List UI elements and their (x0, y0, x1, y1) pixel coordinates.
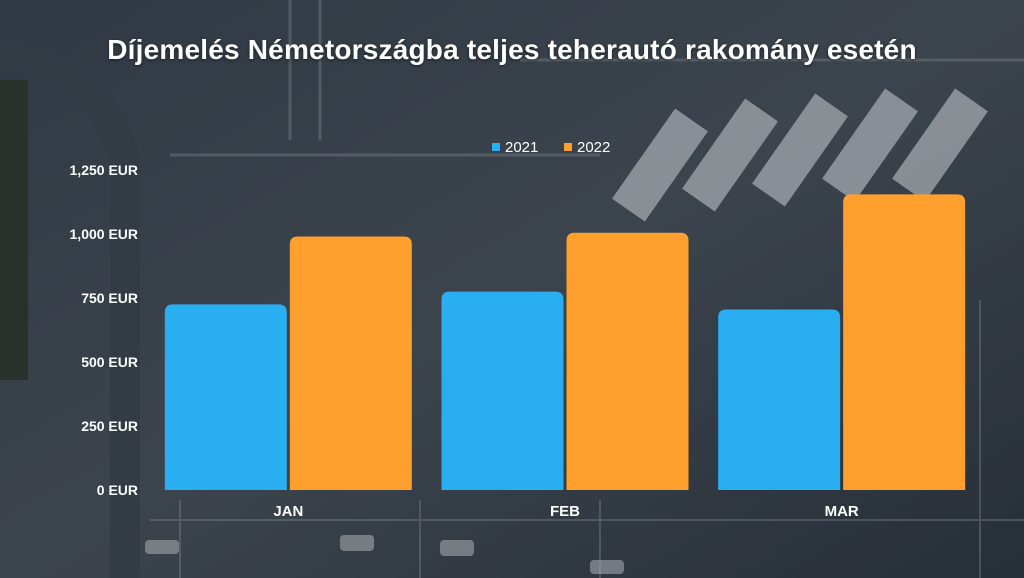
x-tick-label: JAN (273, 503, 303, 520)
legend: 2021 2022 (492, 139, 610, 156)
legend-label-2021: 2021 (505, 139, 538, 156)
y-tick-label: 1,000 EUR (70, 226, 138, 242)
legend-label-2022: 2022 (577, 139, 610, 156)
x-tick-label: FEB (550, 503, 580, 520)
y-tick-label: 0 EUR (97, 482, 138, 498)
bar-2021-jan (164, 304, 287, 490)
bar-2021-mar (718, 309, 841, 490)
y-tick-label: 500 EUR (81, 354, 138, 370)
y-tick-label: 250 EUR (81, 418, 138, 434)
y-tick-label: 1,250 EUR (70, 162, 138, 178)
chart-title: Díjemelés Németországba teljes teherautó… (107, 34, 917, 65)
y-axis: 0 EUR 250 EUR 500 EUR 750 EUR 1,000 EUR 1,250… (70, 162, 138, 498)
legend-swatch-2022 (564, 143, 572, 151)
x-axis: JAN FEB MAR (273, 503, 859, 520)
x-tick-label: MAR (825, 503, 859, 520)
bar-2022-jan (289, 236, 412, 490)
legend-swatch-2021 (492, 143, 500, 151)
y-tick-label: 750 EUR (81, 290, 138, 306)
bars (164, 194, 966, 490)
bar-2021-feb (441, 291, 564, 490)
bar-2022-feb (566, 232, 689, 490)
bar-2022-mar (843, 194, 966, 490)
